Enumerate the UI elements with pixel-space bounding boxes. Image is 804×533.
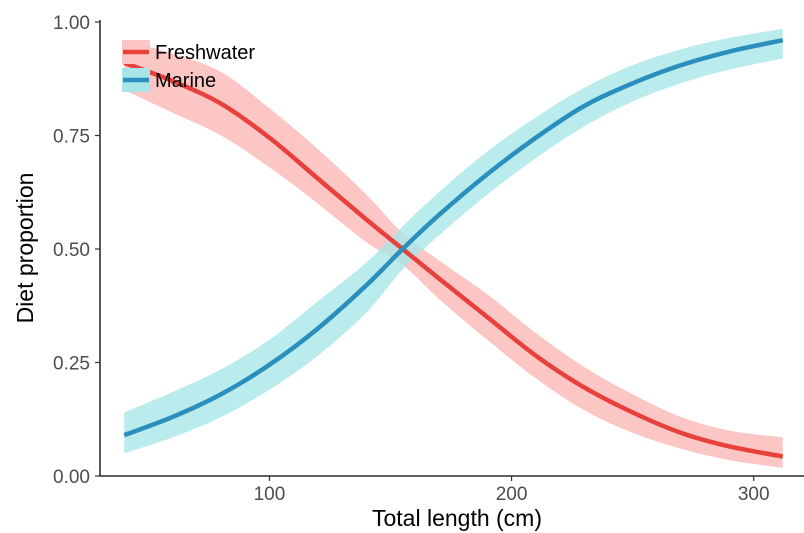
confidence-bands xyxy=(124,28,783,468)
y-tick-label: 0.75 xyxy=(53,127,90,148)
y-tick-label: 0.00 xyxy=(53,467,90,488)
x-tick-label: 100 xyxy=(254,484,286,505)
y-tick-label: 1.00 xyxy=(53,13,90,34)
x-axis-title: Total length (cm) xyxy=(372,505,542,531)
x-tick-label: 300 xyxy=(738,484,770,505)
line-marine xyxy=(123,37,784,438)
axes: 100 200 300 0.00 0.25 0.50 0.75 1.00 xyxy=(53,13,804,505)
legend: Freshwater Marine xyxy=(122,40,255,92)
y-axis-title: Diet proportion xyxy=(12,173,38,324)
y-tick-label: 0.25 xyxy=(53,354,90,375)
legend-label-freshwater: Freshwater xyxy=(155,42,255,64)
line-freshwater xyxy=(123,60,784,459)
x-tick-label: 200 xyxy=(496,484,528,505)
band-marine xyxy=(124,28,783,454)
band-freshwater xyxy=(124,40,783,468)
y-tick-label: 0.50 xyxy=(53,240,90,261)
series-lines xyxy=(123,37,784,459)
legend-label-marine: Marine xyxy=(155,70,216,92)
